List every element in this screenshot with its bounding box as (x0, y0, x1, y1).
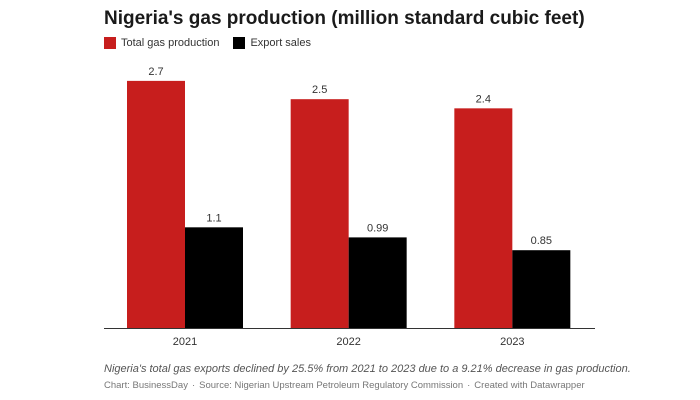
chart-source-line: Chart: BusinessDay · Source: Nigerian Upst… (104, 380, 585, 391)
data-label-export-2022: 0.99 (367, 222, 388, 234)
bar-export-2023 (512, 250, 571, 328)
data-label-export-2023: 0.85 (531, 235, 552, 247)
legend-label-total: Total gas production (121, 37, 220, 49)
legend-item-export: Export sales (233, 37, 311, 49)
datawrapper-credit: Created with Datawrapper (474, 380, 585, 391)
bar-total-2023 (454, 108, 513, 328)
legend-label-export: Export sales (250, 37, 311, 49)
bar-export-2022 (348, 237, 407, 328)
legend-item-total: Total gas production (104, 37, 219, 49)
bar-total-2021 (127, 80, 185, 329)
x-tick-label-2023: 2023 (500, 336, 524, 348)
data-label-total-2021: 2.7 (148, 66, 163, 78)
chart-note: Nigeria's total gas exports declined by … (104, 363, 631, 375)
legend-swatch-export (233, 37, 246, 49)
chart-credit: Chart: BusinessDay (104, 380, 188, 391)
bar-total-2022 (290, 99, 349, 329)
bar-export-2021 (185, 227, 243, 328)
source-credit: Source: Nigerian Upstream Petroleum Regu… (199, 380, 464, 391)
data-label-export-2021: 1.1 (206, 212, 221, 224)
legend-swatch-total (104, 37, 116, 49)
legend: Total gas production Export sales (104, 37, 325, 49)
chart-title: Nigeria's gas production (million standa… (104, 8, 585, 29)
data-label-total-2022: 2.5 (312, 84, 327, 96)
x-tick-label-2021: 2021 (173, 336, 197, 348)
data-label-total-2023: 2.4 (476, 93, 491, 105)
x-tick-label-2022: 2022 (336, 336, 360, 348)
